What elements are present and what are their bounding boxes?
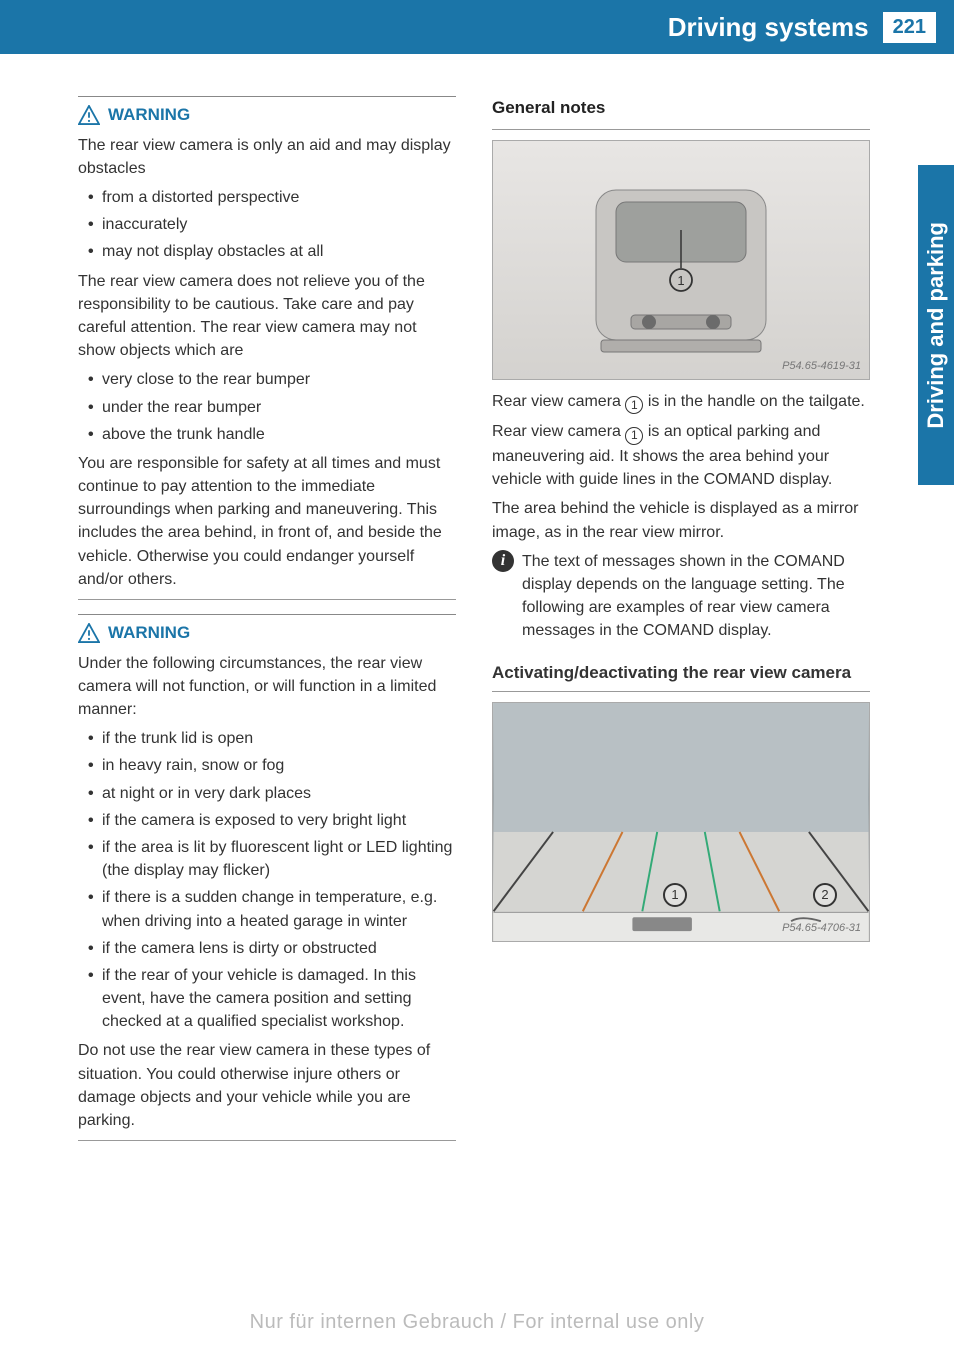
list-item: if the camera lens is dirty or obstructe… [88, 937, 456, 960]
warning1-p3: You are responsible for safety at all ti… [78, 452, 456, 591]
left-column: WARNING The rear view camera is only an … [78, 96, 456, 1155]
callout-marker-1: 1 [663, 883, 687, 907]
camera-display-illustration [493, 703, 869, 941]
list-item: if the camera is exposed to very bright … [88, 809, 456, 832]
warning-label-2: WARNING [108, 621, 190, 646]
divider [492, 691, 870, 692]
figure-camera-display: 1 2 P54.65-4706-31 [492, 702, 870, 942]
list-item: if the area is lit by fluorescent light … [88, 836, 456, 882]
page-number: 221 [883, 12, 936, 43]
image-reference-code: P54.65-4706-31 [782, 921, 861, 937]
warning1-p1: The rear view camera is only an aid and … [78, 134, 456, 180]
info-text: The text of messages shown in the COMAND… [522, 550, 870, 643]
warning1-list2: very close to the rear bumper under the … [78, 368, 456, 446]
side-tab-label: Driving and parking [923, 222, 949, 429]
info-icon: i [492, 550, 514, 572]
right-p1: Rear view camera 1 is in the handle on t… [492, 390, 870, 415]
warning1-list1: from a distorted perspective inaccuratel… [78, 186, 456, 264]
right-column: General notes 1 P54.65-4619-31 Rear view… [492, 96, 870, 1155]
general-notes-title: General notes [492, 96, 870, 121]
header-title: Driving systems [668, 12, 869, 43]
list-item: in heavy rain, snow or fog [88, 754, 456, 777]
list-item: may not display obstacles at all [88, 240, 456, 263]
warning-triangle-icon [78, 105, 100, 125]
side-tab: Driving and parking [918, 165, 954, 485]
list-item: very close to the rear bumper [88, 368, 456, 391]
warning2-p1: Under the following circumstances, the r… [78, 652, 456, 722]
activating-title: Activating/deactivating the rear view ca… [492, 661, 870, 686]
list-item: under the rear bumper [88, 396, 456, 419]
warning-header-1: WARNING [78, 96, 456, 128]
list-item: inaccurately [88, 213, 456, 236]
figure-rear-camera-location: 1 P54.65-4619-31 [492, 140, 870, 380]
divider [78, 599, 456, 600]
list-item: if the trunk lid is open [88, 727, 456, 750]
header-bar: Driving systems 221 [0, 0, 954, 54]
svg-text:1: 1 [677, 273, 684, 288]
warning1-p2: The rear view camera does not relieve yo… [78, 270, 456, 363]
divider [492, 129, 870, 130]
car-rear-illustration: 1 [541, 160, 821, 360]
warning-label-1: WARNING [108, 103, 190, 128]
warning2-list: if the trunk lid is open in heavy rain, … [78, 727, 456, 1033]
list-item: if there is a sudden change in temperatu… [88, 886, 456, 932]
list-item: above the trunk handle [88, 423, 456, 446]
footer-watermark: Nur für internen Gebrauch / For internal… [0, 1311, 954, 1334]
list-item: if the rear of your vehicle is damaged. … [88, 964, 456, 1034]
warning-triangle-icon [78, 623, 100, 643]
divider [78, 1140, 456, 1141]
list-item: at night or in very dark places [88, 782, 456, 805]
image-reference-code: P54.65-4619-31 [782, 359, 861, 375]
callout-1: 1 [625, 396, 643, 414]
list-item: from a distorted perspective [88, 186, 456, 209]
info-block: i The text of messages shown in the COMA… [492, 550, 870, 643]
callout-marker-2: 2 [813, 883, 837, 907]
warning2-p2: Do not use the rear view camera in these… [78, 1039, 456, 1132]
warning-header-2: WARNING [78, 614, 456, 646]
right-p3: The area behind the vehicle is displayed… [492, 497, 870, 543]
callout-1: 1 [625, 427, 643, 445]
content-area: WARNING The rear view camera is only an … [0, 54, 954, 1155]
right-p2: Rear view camera 1 is an optical parking… [492, 420, 870, 491]
